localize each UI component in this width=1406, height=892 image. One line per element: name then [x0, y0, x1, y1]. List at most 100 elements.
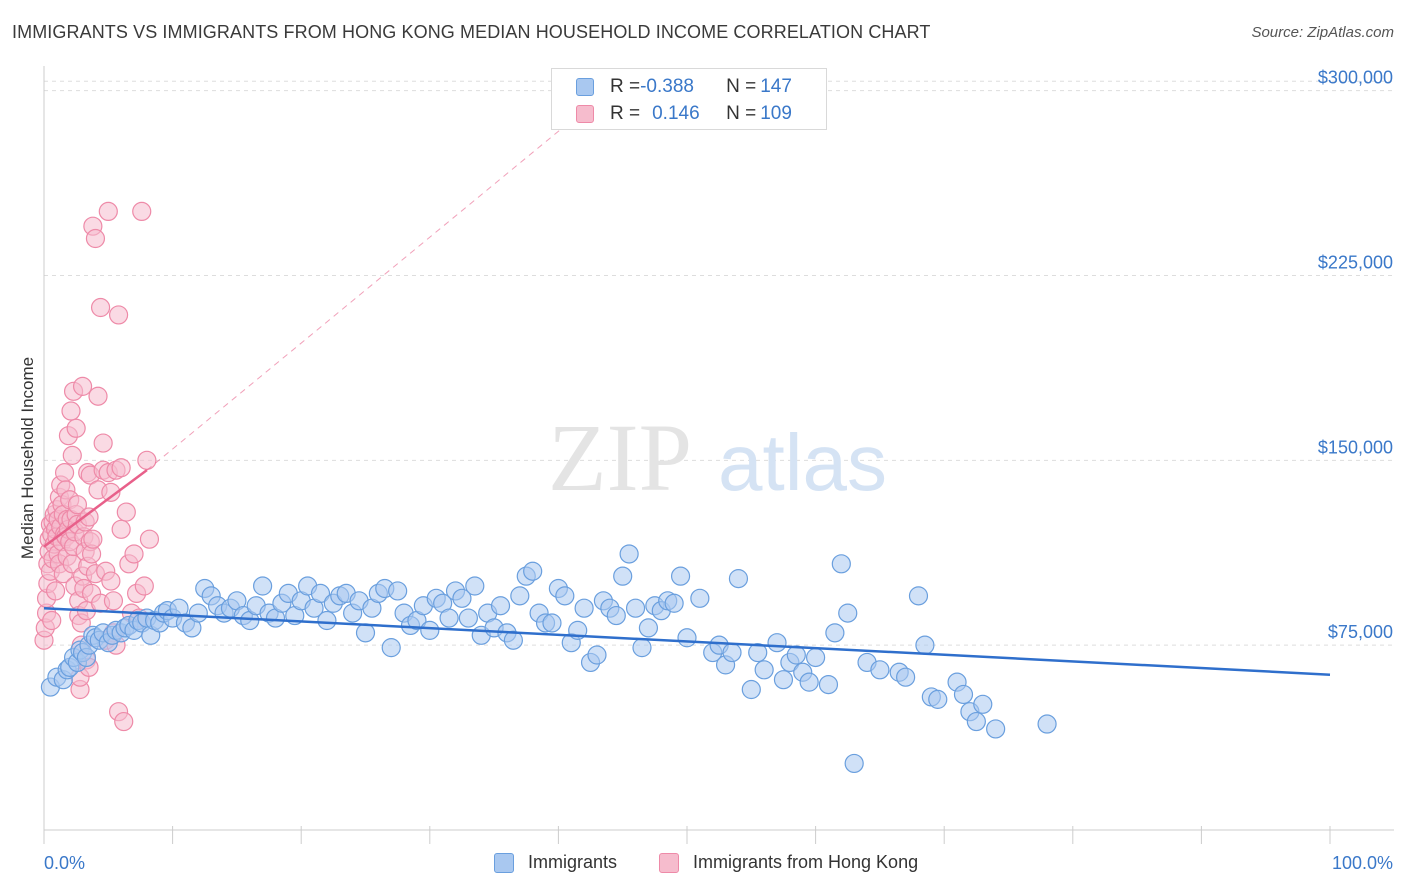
- data-point-hong-kong: [79, 507, 99, 527]
- chart-title: IMMIGRANTS VS IMMIGRANTS FROM HONG KONG …: [12, 22, 931, 42]
- r-label: R =: [610, 76, 641, 97]
- data-point-immigrants: [928, 689, 948, 709]
- data-point-immigrants: [844, 753, 864, 774]
- watermark-atlas: atlas: [718, 418, 887, 507]
- data-point-immigrants: [799, 672, 819, 692]
- data-point-immigrants: [606, 605, 626, 626]
- data-point-hong-kong: [101, 482, 121, 502]
- data-point-immigrants: [638, 618, 659, 638]
- data-point-immigrants: [420, 620, 440, 640]
- legend-item-immigrants: Immigrants: [494, 852, 617, 873]
- data-point-immigrants: [915, 635, 935, 655]
- data-point-immigrants: [542, 613, 562, 633]
- data-point-immigrants: [896, 667, 916, 687]
- data-point-hong-kong: [54, 463, 75, 483]
- data-point-immigrants: [677, 628, 697, 648]
- data-point-hong-kong: [90, 297, 111, 318]
- series-legend: Immigrants Immigrants from Hong Kong: [0, 852, 1406, 878]
- legend-row-immigrants: R = -0.388 N = 147: [576, 74, 792, 100]
- data-point-hong-kong: [132, 201, 152, 222]
- data-point-immigrants: [805, 647, 826, 668]
- data-point-immigrants: [355, 623, 376, 643]
- legend-label-hong-kong: Immigrants from Hong Kong: [693, 852, 919, 872]
- data-point-hong-kong: [101, 571, 121, 591]
- data-point-hong-kong: [139, 529, 160, 549]
- r-value: -0.388: [640, 76, 694, 97]
- source-credit: Source: ZipAtlas.com: [1251, 24, 1394, 41]
- data-point-immigrants: [523, 561, 543, 581]
- n-label: N =: [726, 103, 757, 124]
- legend-swatch-pink: [659, 852, 679, 873]
- data-point-hong-kong: [103, 591, 124, 611]
- correlation-legend: R = -0.388 N = 147 R = 0.146 N = 109: [551, 68, 827, 130]
- legend-item-hong-kong: Immigrants from Hong Kong: [659, 852, 918, 873]
- data-point-hong-kong: [134, 576, 154, 596]
- data-point-immigrants: [741, 679, 761, 700]
- data-point-immigrants: [310, 583, 331, 604]
- data-point-immigrants: [831, 554, 851, 574]
- legend-row-hong-kong: R = 0.146 N = 109: [576, 101, 792, 127]
- watermark: ZIP atlas: [548, 404, 887, 511]
- data-point-immigrants: [670, 566, 691, 586]
- data-point-hong-kong: [98, 201, 118, 222]
- axis-layer: [43, 66, 1394, 831]
- data-point-immigrants: [490, 596, 511, 616]
- data-point-immigrants: [439, 608, 459, 628]
- watermark-zip: ZIP: [548, 404, 692, 511]
- data-point-immigrants: [754, 660, 774, 680]
- data-point-immigrants: [728, 569, 749, 589]
- data-point-immigrants: [613, 566, 633, 586]
- data-point-immigrants: [317, 610, 337, 631]
- data-point-immigrants: [555, 586, 575, 606]
- data-point-immigrants: [253, 576, 273, 596]
- data-point-immigrants: [574, 598, 594, 618]
- data-point-hong-kong: [45, 581, 66, 601]
- legend-swatch-pink: [576, 105, 594, 123]
- data-point-hong-kong: [124, 544, 144, 564]
- r-label: R =: [610, 103, 641, 124]
- data-point-hong-kong: [62, 445, 82, 465]
- data-point-immigrants: [966, 711, 986, 732]
- data-point-immigrants: [818, 674, 839, 695]
- grid-layer: [44, 80, 1394, 646]
- data-point-hong-kong: [111, 458, 131, 478]
- data-point-immigrants: [722, 642, 742, 663]
- data-point-hong-kong: [66, 418, 86, 438]
- data-point-hong-kong: [114, 711, 134, 732]
- x-tick-label: 0.0%: [44, 853, 85, 873]
- series-hong-kong: [34, 201, 160, 732]
- n-value: 147: [760, 76, 792, 97]
- y-tick-label: $75,000: [1328, 622, 1393, 642]
- data-point-hong-kong: [116, 502, 136, 522]
- r-value: 0.146: [652, 103, 700, 124]
- data-point-hong-kong: [108, 305, 129, 325]
- y-tick-label: $225,000: [1318, 252, 1393, 272]
- data-point-hong-kong: [111, 519, 131, 539]
- data-point-hong-kong: [42, 610, 62, 631]
- trend-line-hong-kong-extension: [146, 77, 624, 471]
- data-point-immigrants: [625, 598, 646, 618]
- y-tick-label: $150,000: [1318, 437, 1393, 457]
- y-tick-label: $300,000: [1318, 68, 1393, 88]
- data-point-immigrants: [767, 633, 787, 653]
- data-point-immigrants: [838, 603, 858, 623]
- data-point-immigrants: [465, 576, 485, 596]
- data-point-hong-kong: [83, 529, 103, 549]
- data-point-hong-kong: [85, 228, 106, 249]
- legend-label-immigrants: Immigrants: [528, 852, 618, 872]
- data-point-immigrants: [870, 660, 890, 680]
- data-point-hong-kong: [93, 433, 113, 453]
- data-point-immigrants: [510, 586, 530, 606]
- data-point-immigrants: [458, 608, 478, 628]
- data-point-immigrants: [953, 684, 974, 705]
- data-point-immigrants: [986, 719, 1006, 739]
- data-point-immigrants: [619, 544, 639, 564]
- data-point-hong-kong: [72, 376, 93, 396]
- data-point-immigrants: [188, 603, 208, 623]
- x-tick-label: 100.0%: [1332, 853, 1393, 873]
- trend-line-hong-kong: [43, 469, 148, 548]
- data-point-immigrants: [973, 694, 993, 714]
- data-point-immigrants: [690, 588, 710, 608]
- legend-swatch-blue: [494, 852, 514, 873]
